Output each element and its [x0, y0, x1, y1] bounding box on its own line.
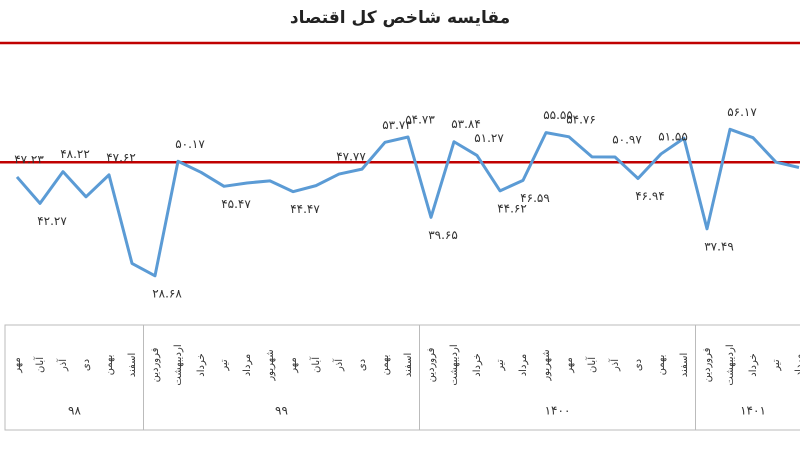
x-tick-label: اسفند	[127, 353, 138, 377]
data-line	[15, 127, 800, 278]
value-label: ۵۰.۱۷	[175, 137, 205, 151]
x-tick-label: تیر	[495, 359, 506, 372]
x-tick-label: آبان	[309, 356, 322, 373]
value-label: ۴۲.۲۷	[37, 214, 67, 228]
value-label: ۵۴.۷۳	[405, 112, 435, 126]
x-tick-label: اسفند	[403, 353, 414, 377]
x-tick-label: دی	[81, 359, 92, 371]
x-tick-label: بهمن	[380, 355, 391, 376]
axis-box	[4, 324, 800, 431]
value-label: ۵۱.۵۵	[658, 129, 688, 143]
x-tick-label: آذر	[332, 358, 345, 372]
value-label: ۴۴.۶۲	[497, 201, 527, 215]
x-tick-label: فروردین	[150, 347, 161, 382]
x-tick-label: اسفند	[679, 353, 690, 377]
value-label: ۳۹.۶۵	[428, 228, 458, 242]
x-tick-label: دی	[357, 359, 368, 371]
x-tick-label: خرداد	[472, 353, 483, 376]
x-tick-label: آبان	[33, 356, 46, 373]
x-tick-label: آذر	[608, 358, 621, 372]
x-tick-label: مرداد	[518, 354, 529, 377]
value-label: ۴۸.۲۲	[60, 147, 90, 161]
x-tick-label: مهر	[564, 357, 575, 373]
x-tick-label: اردیبهشت	[173, 344, 184, 385]
value-label: ۵۱.۲۷	[474, 131, 504, 145]
value-label: ۴۶.۹۴	[635, 189, 665, 203]
x-tick-label: تیر	[219, 359, 230, 372]
value-label: ۴۶.۵۹	[520, 191, 550, 205]
x-tick-label: بهمن	[656, 355, 667, 376]
group-label: ۹۹	[275, 404, 288, 418]
x-tick-label: شهریور	[265, 349, 276, 381]
x-tick-label: مهر	[288, 357, 299, 373]
group-label: ۱۴۰۱	[740, 404, 766, 418]
value-label: ۴۷.۲۳	[14, 152, 44, 166]
x-tick-label: خرداد	[196, 353, 207, 376]
x-tick-label: فروردین	[702, 347, 713, 382]
value-label: ۲۸.۶۸	[152, 286, 182, 300]
value-label: ۴۷.۶۲	[106, 150, 136, 164]
x-tick-label: بهمن	[104, 355, 115, 376]
value-label: ۵۳.۷۳	[382, 118, 412, 132]
x-tick-label: آبان	[585, 356, 598, 373]
x-tick-label: مرداد	[794, 354, 800, 377]
value-label: ۵۰.۹۷	[612, 133, 642, 147]
x-tick-label: مرداد	[242, 354, 253, 377]
group-label: ۹۸	[68, 404, 81, 418]
value-label: ۵۶.۱۷	[727, 105, 757, 119]
x-tick-label: مهر	[12, 357, 23, 373]
x-tick-label: دی	[633, 359, 644, 371]
x-tick-label: فروردین	[426, 347, 437, 382]
x-tick-label: آذر	[56, 358, 69, 372]
chart-title: مقایسه شاخص کل اقتصاد	[290, 8, 510, 28]
x-tick-label: اردیبهشت	[725, 344, 736, 385]
value-label: ۵۴.۷۶	[566, 112, 596, 126]
x-tick-label: خرداد	[748, 353, 759, 376]
value-label: ۴۷.۷۷	[336, 150, 366, 164]
value-label: ۵۳.۸۴	[451, 117, 481, 131]
value-label: ۵۵.۵۵	[543, 108, 573, 122]
x-tick-label: شهریور	[541, 349, 552, 381]
value-label: ۴۵.۴۷	[221, 197, 251, 211]
group-label: ۱۴۰۰	[545, 404, 571, 418]
x-tick-label: تیر	[771, 359, 782, 372]
value-label: ۴۴.۴۷	[290, 202, 320, 216]
value-label: ۳۷.۴۹	[704, 239, 734, 253]
x-tick-label: اردیبهشت	[449, 344, 460, 385]
